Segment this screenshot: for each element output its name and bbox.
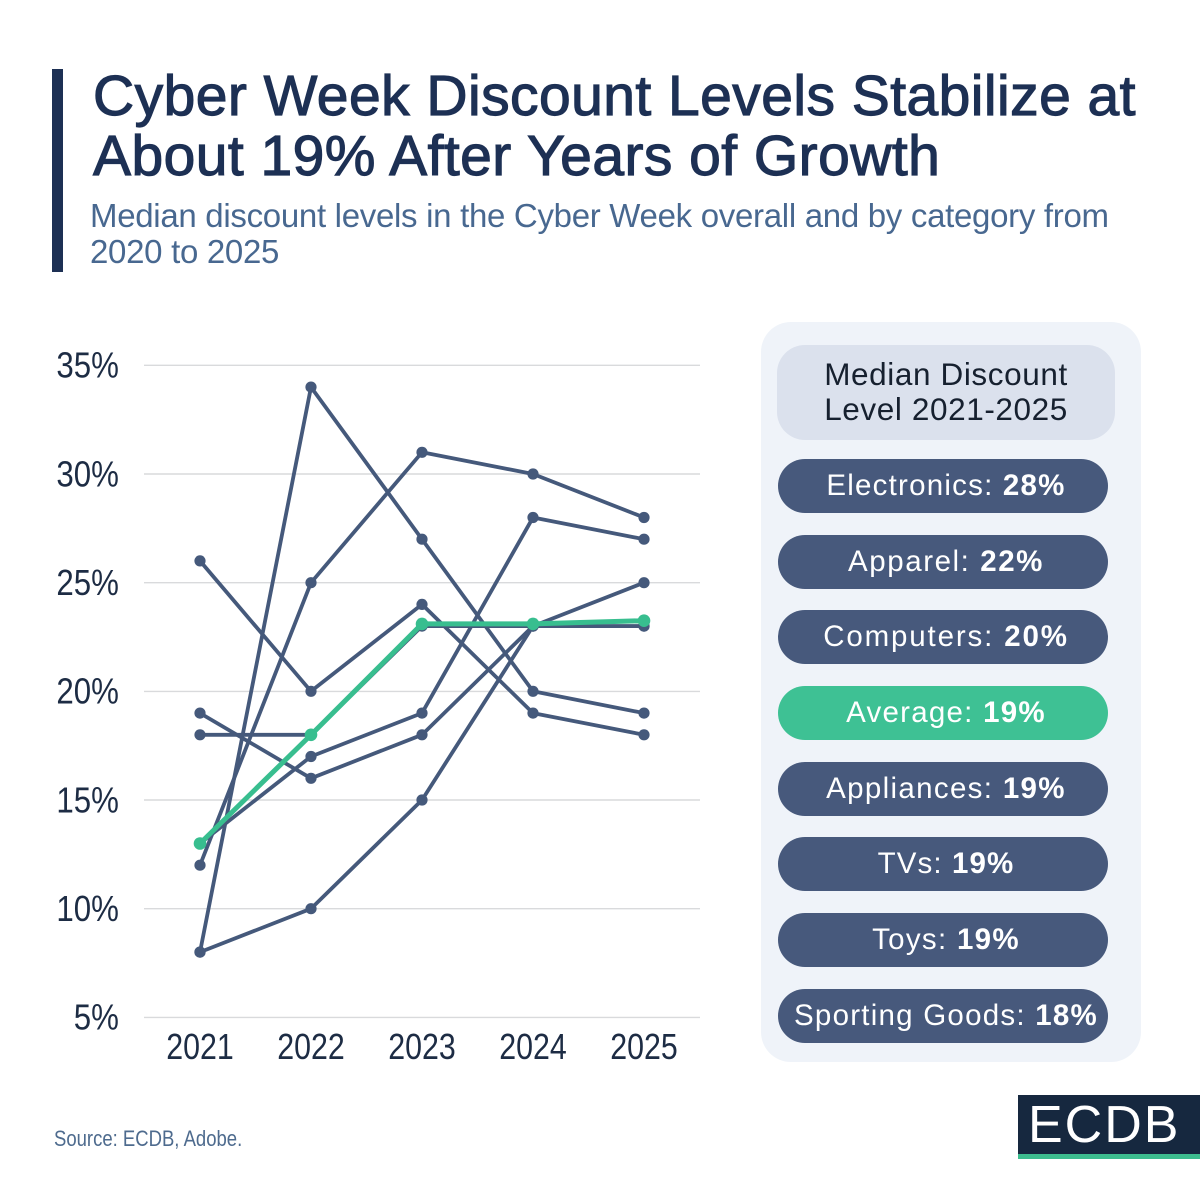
svg-text:15%: 15% [56,780,119,821]
svg-text:20%: 20% [56,672,119,713]
svg-text:5%: 5% [74,998,119,1039]
svg-text:10%: 10% [56,889,119,930]
svg-text:2025: 2025 [610,1027,677,1067]
svg-text:2022: 2022 [277,1027,344,1067]
svg-text:2021: 2021 [166,1027,233,1067]
svg-text:25%: 25% [56,563,119,604]
svg-text:2024: 2024 [499,1027,566,1067]
svg-text:2023: 2023 [388,1027,455,1067]
svg-text:30%: 30% [56,454,119,495]
svg-text:35%: 35% [56,346,119,387]
